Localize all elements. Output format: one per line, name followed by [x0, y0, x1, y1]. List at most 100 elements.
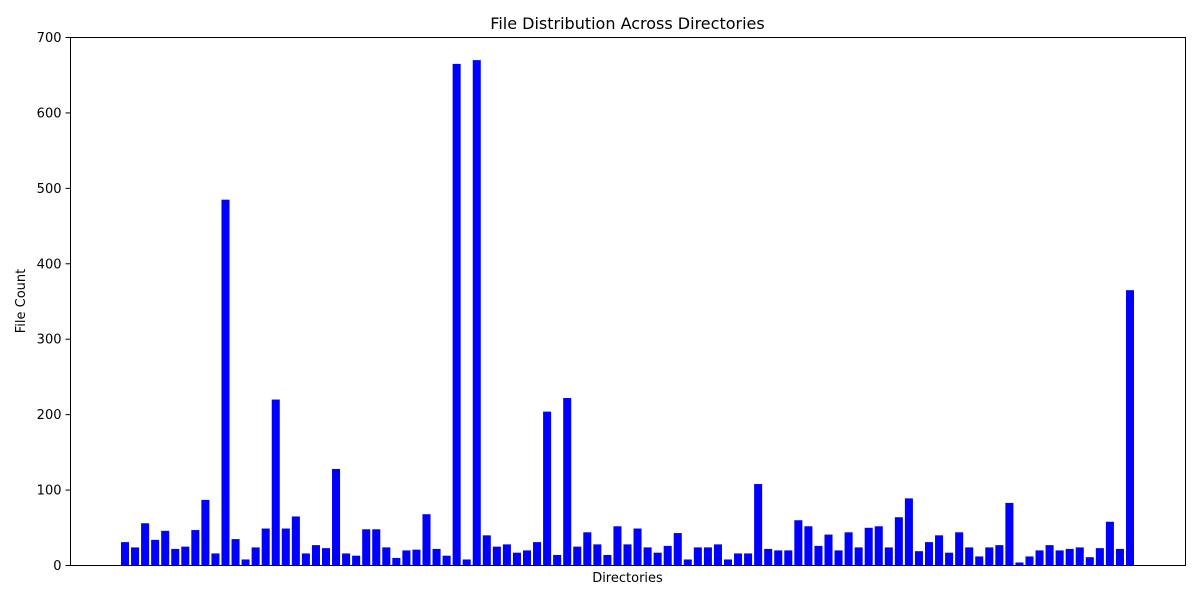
bar [311, 545, 320, 566]
bar [744, 553, 753, 566]
y-tick-label: 500 [37, 182, 62, 197]
bar [161, 530, 170, 566]
bar [402, 550, 411, 566]
bar [1105, 521, 1114, 566]
bar [221, 199, 230, 566]
bar [1025, 556, 1034, 566]
bar [593, 544, 602, 566]
bar [291, 516, 300, 566]
bar [301, 553, 310, 566]
bar [673, 533, 682, 566]
bar [764, 548, 773, 566]
bar [924, 542, 934, 566]
bar [533, 542, 542, 566]
bar [412, 549, 421, 566]
bar [904, 498, 913, 566]
bar [432, 548, 441, 566]
bar [834, 550, 843, 566]
bar [1115, 548, 1124, 566]
bar [201, 499, 210, 566]
bar [955, 532, 964, 566]
bar [683, 559, 692, 566]
bar [754, 484, 763, 566]
bar [442, 555, 451, 566]
bar [512, 552, 521, 566]
bar [332, 468, 341, 566]
bar [965, 547, 974, 566]
bar [261, 528, 270, 566]
bar [211, 553, 220, 566]
bar [342, 553, 351, 566]
bar [804, 526, 813, 566]
bar [281, 528, 290, 566]
y-tick-label: 300 [37, 333, 62, 348]
bar [734, 553, 743, 566]
y-tick-label: 400 [37, 257, 62, 272]
y-tick-label: 100 [37, 484, 62, 499]
bar [613, 526, 622, 566]
bar [151, 539, 160, 566]
bar [1075, 547, 1084, 566]
bar [321, 548, 331, 566]
bar [975, 556, 984, 566]
y-tick-label: 0 [53, 559, 61, 574]
bar [663, 545, 672, 566]
bar [502, 544, 511, 566]
bar [603, 554, 612, 566]
chart-title: File Distribution Across Directories [490, 14, 764, 33]
bar [271, 399, 280, 566]
plot-frame [70, 37, 1186, 566]
bar [563, 398, 572, 566]
bar [352, 555, 361, 566]
bar [1035, 550, 1044, 566]
bar [1125, 290, 1135, 566]
bar [774, 550, 783, 566]
bar [452, 63, 461, 566]
y-axis-label: File Count [14, 269, 29, 334]
bar [935, 535, 944, 566]
bar [422, 514, 431, 566]
bar [1065, 548, 1074, 566]
bar [522, 550, 532, 566]
bar [1045, 545, 1054, 566]
bar [914, 551, 923, 566]
bar [633, 528, 642, 566]
bar [1085, 557, 1094, 566]
bar [985, 547, 994, 566]
bar [814, 545, 823, 566]
bar [784, 550, 793, 566]
bar [583, 532, 592, 566]
bar [120, 542, 130, 566]
bar [703, 547, 712, 566]
bar [723, 559, 733, 566]
bar [884, 547, 893, 566]
bar [1055, 550, 1064, 566]
bar [362, 529, 371, 566]
bar [874, 526, 883, 566]
bar [794, 520, 803, 566]
bar [553, 554, 562, 566]
bar [894, 517, 903, 566]
bar [543, 411, 552, 566]
bar [864, 527, 873, 566]
bar [191, 530, 200, 566]
bar [693, 547, 702, 566]
bar [573, 546, 582, 566]
bar [713, 544, 722, 566]
x-axis-label: Directories [592, 571, 663, 586]
bar [231, 539, 240, 566]
bar [844, 532, 853, 566]
bar [181, 546, 190, 566]
bar [472, 60, 481, 566]
bar [824, 534, 833, 566]
y-tick-label: 700 [37, 31, 62, 46]
bar [482, 535, 491, 566]
bar [1005, 502, 1014, 566]
bar [171, 548, 180, 566]
bar [995, 545, 1004, 566]
bar [131, 547, 140, 566]
bar [251, 547, 260, 566]
bar [392, 557, 401, 566]
